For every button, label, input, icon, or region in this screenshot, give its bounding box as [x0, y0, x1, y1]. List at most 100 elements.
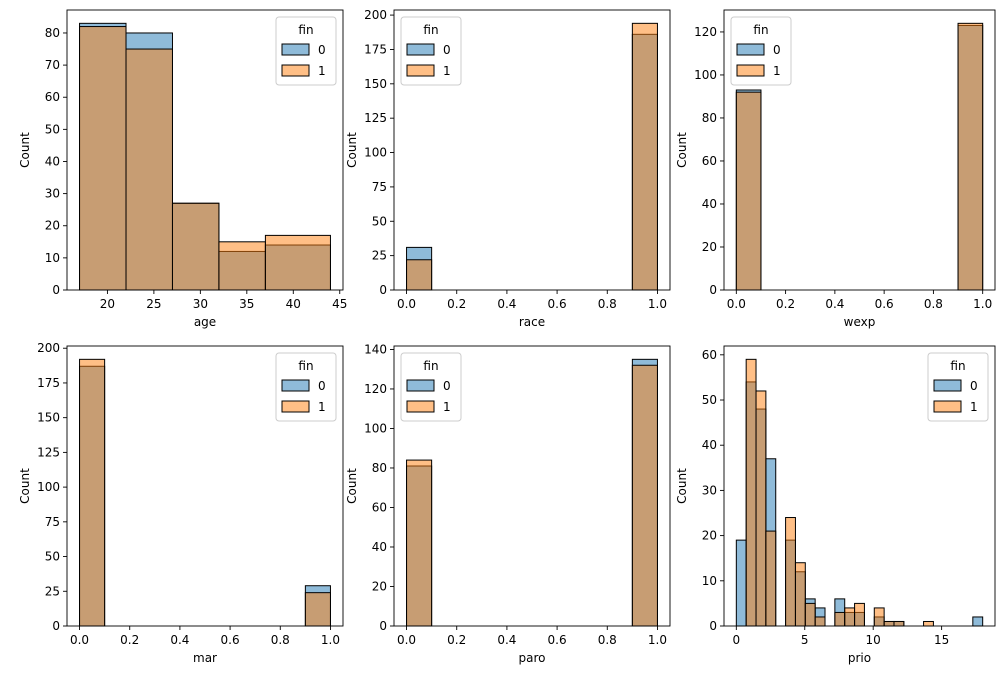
y-tick-label: 50 [45, 122, 60, 136]
legend-entry-0: 0 [443, 43, 451, 57]
legend-title: fin [950, 359, 965, 373]
y-tick-label: 0 [379, 619, 387, 633]
axes-frame-paro [393, 345, 671, 627]
y-tick-label: 120 [364, 382, 387, 396]
legend-entry-0: 0 [773, 43, 781, 57]
legend-entry-0: 0 [443, 379, 451, 393]
x-axis-label: race [519, 315, 545, 329]
y-tick-label: 80 [702, 111, 717, 125]
x-tick-label: 0.6 [548, 633, 567, 647]
bar-race-fin1-0 [406, 259, 433, 291]
bar-race-fin1-9 [631, 22, 658, 291]
y-tick-label: 40 [45, 154, 60, 168]
legend-swatch-1 [406, 400, 435, 413]
x-tick-label: 0.8 [924, 297, 943, 311]
y-tick-label: 20 [372, 579, 387, 593]
y-axis-label: Count [675, 468, 689, 504]
x-tick-label: 0.6 [875, 297, 894, 311]
subplot-mar: 0.0 0.2 0.4 0.6 0.8 1.0 0 25 50 75 100 125 150 175 200… [18, 341, 344, 665]
x-tick-label: 0.2 [776, 297, 795, 311]
x-tick-label: 0.6 [221, 633, 240, 647]
y-tick-label: 75 [372, 180, 387, 194]
legend-entry-1: 1 [318, 64, 326, 78]
y-tick-label: 100 [694, 68, 717, 82]
y-tick-label: 60 [372, 500, 387, 514]
legend-swatch-0 [736, 43, 765, 56]
x-tick-label: 10 [866, 633, 881, 647]
x-tick-label: 0.4 [170, 633, 189, 647]
y-tick-label: 20 [702, 529, 717, 543]
x-tick-label: 0.4 [497, 297, 516, 311]
y-axis-label: Count [675, 132, 689, 168]
x-tick-label: 0.0 [397, 297, 416, 311]
bar-paro-fin1-9 [631, 364, 658, 627]
y-tick-label: 200 [37, 341, 60, 355]
bar-prio-fin1-7 [804, 602, 816, 627]
y-tick-label: 150 [364, 77, 387, 91]
y-tick-label: 0 [52, 283, 60, 297]
legend-swatch-0 [281, 379, 310, 392]
x-tick-label: 0.4 [497, 633, 516, 647]
y-tick-label: 60 [702, 348, 717, 362]
y-tick-label: 120 [694, 25, 717, 39]
y-tick-label: 200 [364, 8, 387, 22]
y-tick-label: 20 [702, 240, 717, 254]
y-tick-label: 60 [702, 154, 717, 168]
bar-prio-fin1-14 [873, 607, 885, 627]
legend-entry-1: 1 [443, 64, 451, 78]
bar-prio-fin1-8 [814, 616, 826, 627]
legend-swatch-0 [406, 379, 435, 392]
x-tick-label: 0.0 [397, 633, 416, 647]
axes-frame-race [393, 9, 671, 291]
x-tick-label: 1.0 [973, 297, 992, 311]
bar-prio-fin1-5 [785, 517, 796, 627]
x-tick-label: 0.4 [825, 297, 844, 311]
y-tick-label: 25 [45, 584, 60, 598]
legend-title: fin [298, 23, 313, 37]
y-tick-label: 175 [37, 376, 60, 390]
y-tick-label: 100 [364, 146, 387, 160]
legend-entry-0: 0 [970, 379, 978, 393]
y-tick-label: 50 [45, 550, 60, 564]
y-tick-label: 0 [709, 619, 717, 633]
y-tick-label: 40 [372, 540, 387, 554]
y-tick-label: 80 [45, 26, 60, 40]
x-tick-label: 0.2 [120, 633, 139, 647]
axes-frame-age [66, 9, 344, 291]
bar-prio-fin0-24 [972, 616, 984, 627]
legend-swatch-0 [933, 379, 962, 392]
y-tick-label: 60 [45, 90, 60, 104]
bar-age-fin1-4 [264, 234, 331, 291]
axes-frame-mar [66, 345, 344, 627]
y-tick-label: 10 [45, 251, 60, 265]
legend-swatch-0 [406, 43, 435, 56]
bar-prio-fin1-11 [844, 607, 856, 627]
bar-age-fin1-3 [218, 241, 266, 291]
y-axis-label: Count [345, 132, 359, 168]
y-tick-label: 175 [364, 42, 387, 56]
legend: fin 0 1 [275, 352, 337, 422]
x-axis-label: mar [193, 651, 217, 665]
legend-swatch-1 [281, 64, 310, 77]
x-tick-label: 0.8 [598, 633, 617, 647]
x-axis-label: prio [848, 651, 871, 665]
x-tick-label: 0.0 [727, 297, 746, 311]
bar-prio-fin0-0 [735, 539, 747, 627]
x-tick-label: 0.2 [447, 297, 466, 311]
y-tick-label: 100 [37, 480, 60, 494]
bar-prio-fin1-1 [745, 358, 757, 627]
legend-title: fin [423, 23, 438, 37]
legend-title: fin [298, 359, 313, 373]
y-tick-label: 80 [372, 461, 387, 475]
subplot-paro: 0.0 0.2 0.4 0.6 0.8 1.0 0 20 40 60 80 100 120 140 paro… [345, 342, 671, 665]
bar-prio-fin1-2 [755, 390, 767, 627]
x-axis-label: age [194, 315, 216, 329]
x-tick-label: 45 [332, 297, 347, 311]
bar-prio-fin1-15 [883, 620, 895, 627]
subplot-prio: 0 5 10 15 0 10 20 30 40 50 60 prio Count fin 0 1 [675, 345, 996, 665]
bar-age-fin1-2 [171, 202, 220, 291]
x-axis-label: paro [519, 651, 546, 665]
y-tick-label: 75 [45, 515, 60, 529]
bar-prio-fin1-12 [854, 602, 865, 627]
